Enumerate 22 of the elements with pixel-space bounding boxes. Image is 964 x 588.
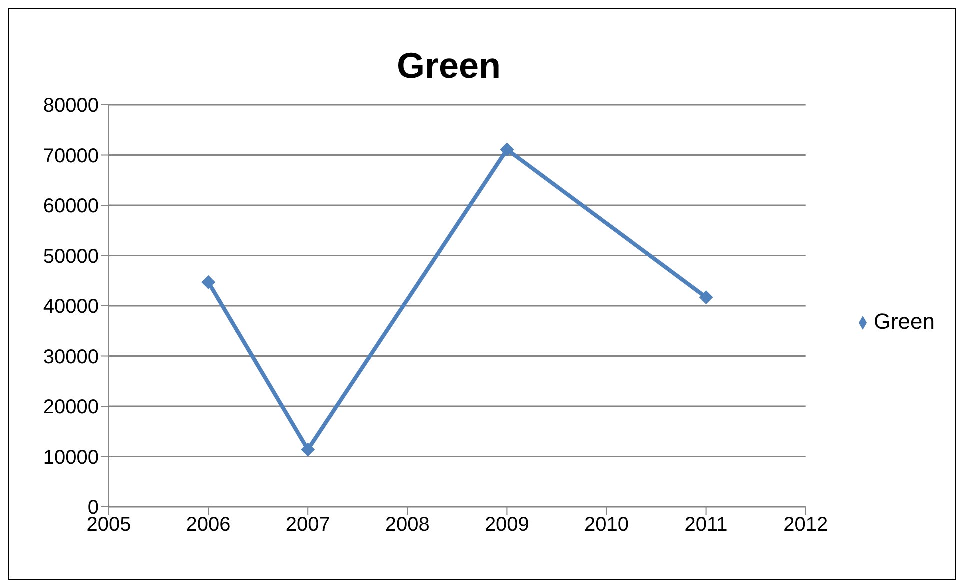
point [699,290,714,304]
point [202,275,216,290]
x-tick-label: 2005 [86,514,132,536]
point [500,142,514,157]
y-tick-label: 70000 [43,145,99,168]
x-tick-label: 2009 [484,514,530,536]
x-tick-label: 2007 [286,514,330,536]
x-tick-label: 2006 [186,514,231,536]
x-tick-label: 2012 [784,514,828,536]
x-tick-label: 2008 [385,514,430,536]
y-tick-label: 30000 [43,346,99,368]
x-tick-label: 2010 [584,514,629,536]
y-tick-label: 40000 [43,296,99,318]
point [301,442,316,457]
y-tick-label: 20000 [43,396,99,419]
y-tick-label: 60000 [43,196,99,218]
y-tick-label: 10000 [43,446,99,469]
x-tick-label: 2011 [684,514,728,536]
y-tick-label: 50000 [43,246,99,268]
chart-title: Green [396,45,502,87]
legend-label: Green [874,309,935,334]
y-tick-label: 80000 [43,95,99,118]
